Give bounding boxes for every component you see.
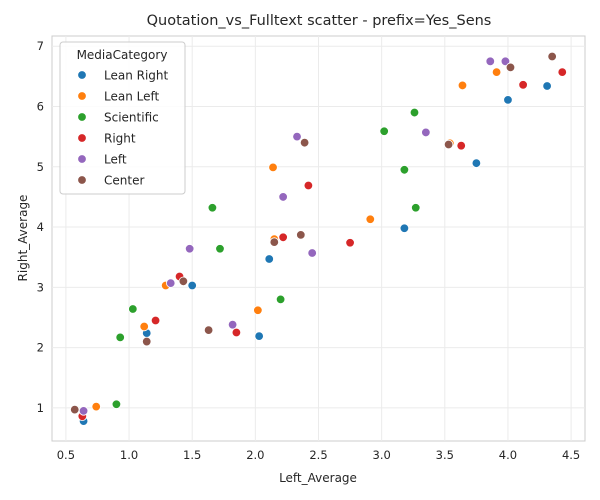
data-point-lean-left <box>91 401 101 412</box>
data-point-left <box>78 406 89 416</box>
data-point-center <box>547 51 557 62</box>
legend-marker <box>77 133 87 143</box>
data-point-lean-right <box>254 331 264 341</box>
y-tick-label: 1 <box>37 401 44 415</box>
data-point-scientific <box>215 244 225 254</box>
legend-label: Scientific <box>104 111 159 125</box>
x-tick-label: 3.5 <box>436 448 454 462</box>
data-point-center <box>70 404 80 415</box>
tick-labels: 0.5 1.0 1.5 2.0 2.5 3.0 3.5 4.0 4.5 1 2 3 4 5 6 7 <box>37 39 581 462</box>
data-point-lean-left <box>457 80 468 91</box>
data-point-left <box>292 131 302 142</box>
x-axis-label: Left_Average <box>279 471 357 485</box>
legend-label: Lean Left <box>104 90 160 104</box>
data-point-scientific <box>411 203 421 213</box>
data-point-scientific <box>207 203 218 213</box>
legend-box <box>59 41 186 195</box>
data-point-center <box>505 62 516 73</box>
legend-items: Lean Right Lean Left Scientific Right Left Ce… <box>77 69 169 188</box>
data-point-right <box>518 80 528 90</box>
data-point-left <box>184 244 195 254</box>
legend-marker <box>77 112 87 122</box>
data-point-scientific <box>111 399 122 409</box>
legend-label: Right <box>104 132 136 146</box>
x-tick-label: 1.5 <box>183 448 201 462</box>
data-point-lean-right <box>264 254 274 264</box>
data-point-left <box>307 248 317 258</box>
y-tick-label: 5 <box>37 160 44 174</box>
data-point-lean-right <box>399 223 410 233</box>
y-tick-label: 2 <box>37 341 44 355</box>
x-tick-label: 2.5 <box>309 448 327 462</box>
data-point-lean-left <box>365 214 375 224</box>
legend-marker <box>77 154 87 164</box>
x-tick-label: 2.0 <box>246 448 264 462</box>
x-tick-label: 4.0 <box>499 448 517 462</box>
chart-title: Quotation_vs_Fulltext scatter - prefix=Y… <box>147 13 492 29</box>
x-tick-label: 0.5 <box>57 448 75 462</box>
x-tick-label: 1.0 <box>120 448 138 462</box>
legend-label: Center <box>104 174 144 188</box>
data-point-scientific <box>128 304 138 314</box>
data-point-center <box>178 276 189 286</box>
data-point-left <box>278 192 288 202</box>
data-point-center <box>203 325 214 335</box>
legend: MediaCategory Lean Right Lean Left Scienti… <box>59 41 186 195</box>
data-point-center <box>269 237 279 247</box>
data-point-lean-left <box>253 305 263 315</box>
data-point-right <box>278 232 288 242</box>
data-point-center <box>142 336 152 347</box>
legend-label: Left <box>104 153 127 167</box>
x-tick-label: 3.0 <box>373 448 391 462</box>
data-point-right <box>150 315 161 326</box>
data-point-lean-left <box>268 162 278 173</box>
data-point-right <box>345 238 355 248</box>
data-point-lean-right <box>187 280 197 291</box>
data-point-lean-left <box>491 67 502 77</box>
data-point-scientific <box>399 165 410 175</box>
data-point-center <box>296 230 306 240</box>
data-point-left <box>227 319 238 330</box>
data-point-left <box>421 127 431 138</box>
y-tick-label: 7 <box>37 39 44 53</box>
data-point-left <box>500 56 511 67</box>
data-point-lean-right <box>471 158 482 168</box>
legend-label: Lean Right <box>104 69 169 83</box>
legend-marker <box>77 91 87 101</box>
data-point-lean-right <box>542 81 552 91</box>
data-point-right <box>303 180 314 191</box>
legend-title: MediaCategory <box>77 48 168 62</box>
y-tick-label: 3 <box>37 280 44 294</box>
data-point-center <box>299 137 310 148</box>
y-axis-label: Right_Average <box>16 195 30 282</box>
data-points <box>70 51 567 426</box>
y-tick-label: 6 <box>37 100 44 114</box>
data-point-lean-left <box>139 321 149 332</box>
data-point-center <box>443 139 454 150</box>
grid <box>52 36 585 441</box>
data-point-scientific <box>275 294 286 305</box>
data-point-left <box>485 56 495 67</box>
y-tick-label: 4 <box>37 220 44 234</box>
legend-marker <box>77 175 87 185</box>
data-point-right <box>456 140 466 151</box>
data-point-right <box>231 327 242 338</box>
data-point-right <box>557 67 567 77</box>
data-point-lean-right <box>503 95 513 105</box>
x-tick-label: 4.5 <box>562 448 580 462</box>
legend-marker <box>77 70 87 80</box>
data-point-scientific <box>409 107 420 118</box>
data-point-scientific <box>115 332 125 343</box>
data-point-scientific <box>379 126 389 136</box>
data-point-left <box>166 278 176 288</box>
